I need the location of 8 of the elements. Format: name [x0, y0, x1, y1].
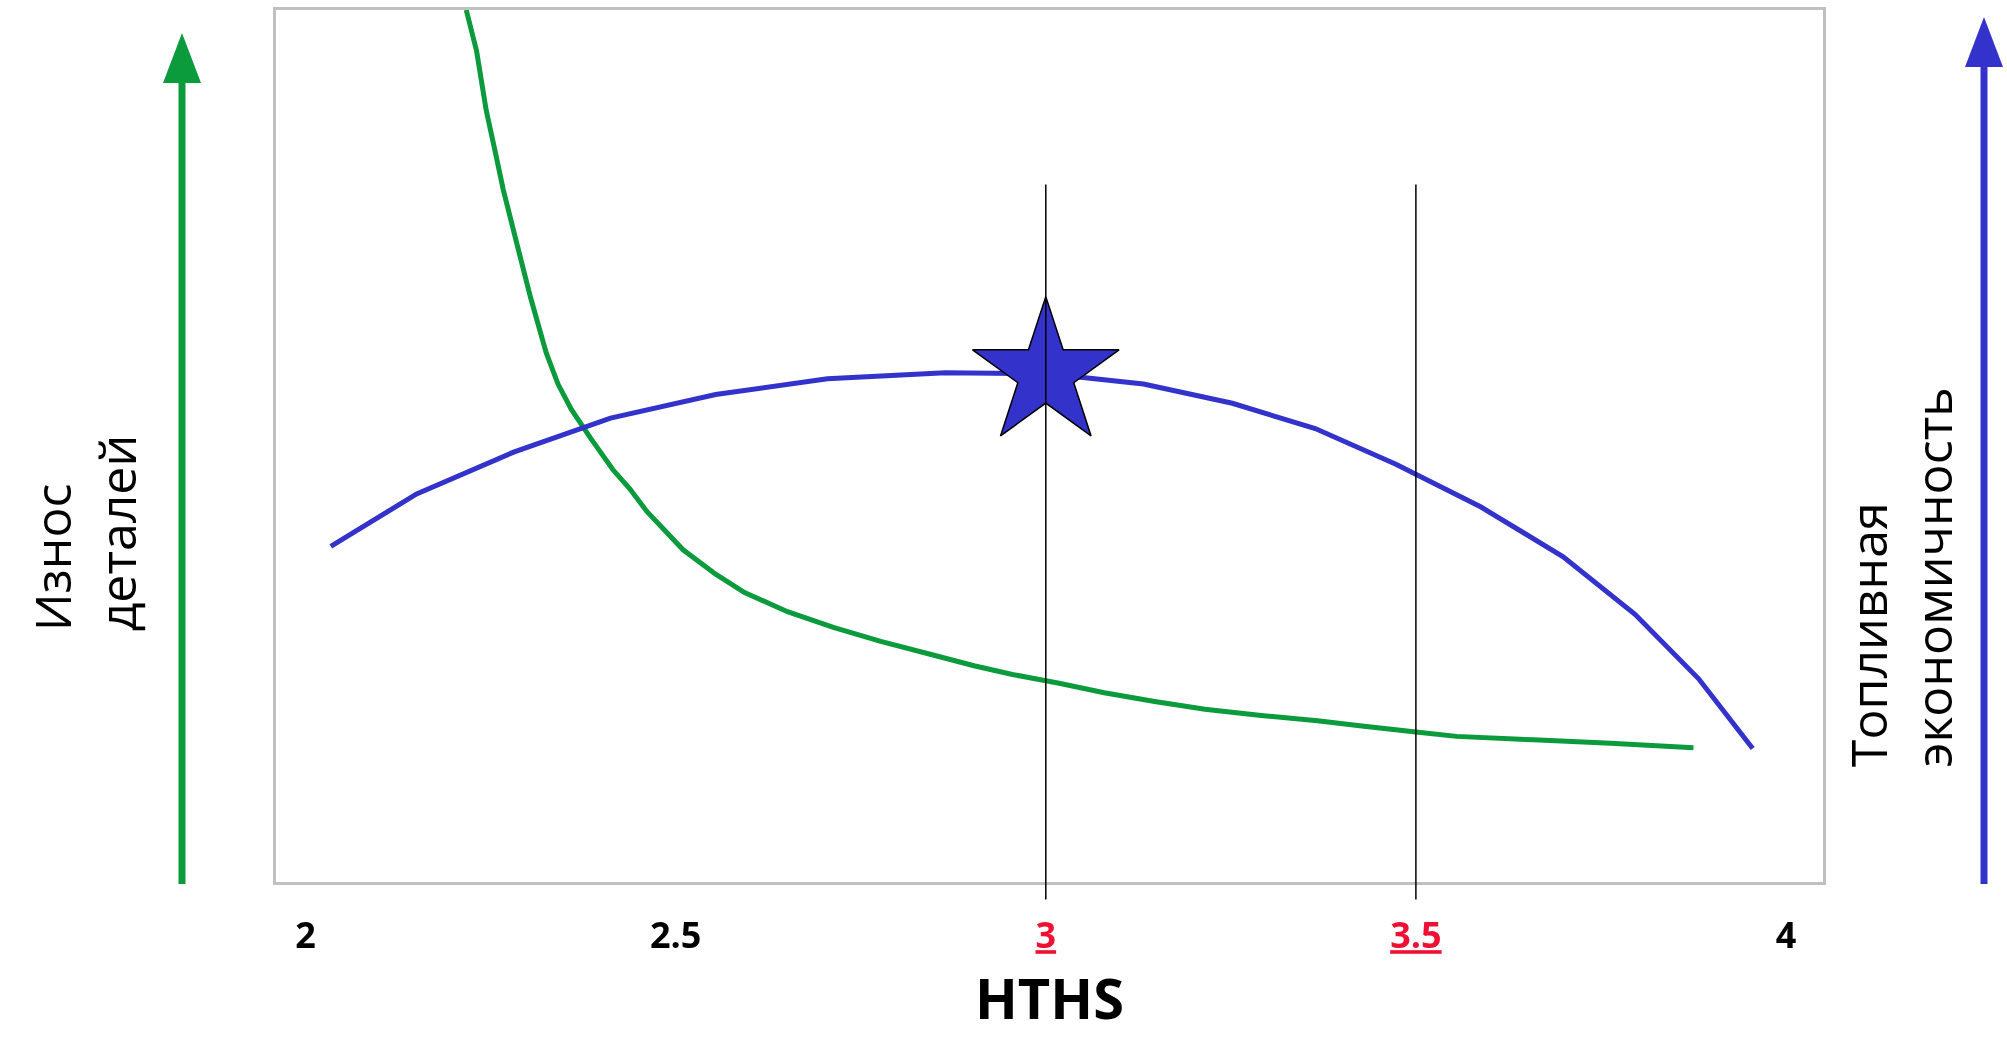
y-axis-title: Износ деталей: [17, 434, 151, 632]
x-tick-label: 2: [295, 910, 316, 960]
x-tick-label: 2.5: [649, 910, 702, 960]
x-axis-title: HTHS: [975, 959, 1124, 1036]
x-tick-label: 3.5: [1390, 910, 1442, 960]
x-tick-label: 4: [1775, 910, 1797, 960]
y2-axis-title: Топливная экономичность: [1833, 387, 1967, 768]
x-tick-label: 3: [1035, 910, 1057, 960]
